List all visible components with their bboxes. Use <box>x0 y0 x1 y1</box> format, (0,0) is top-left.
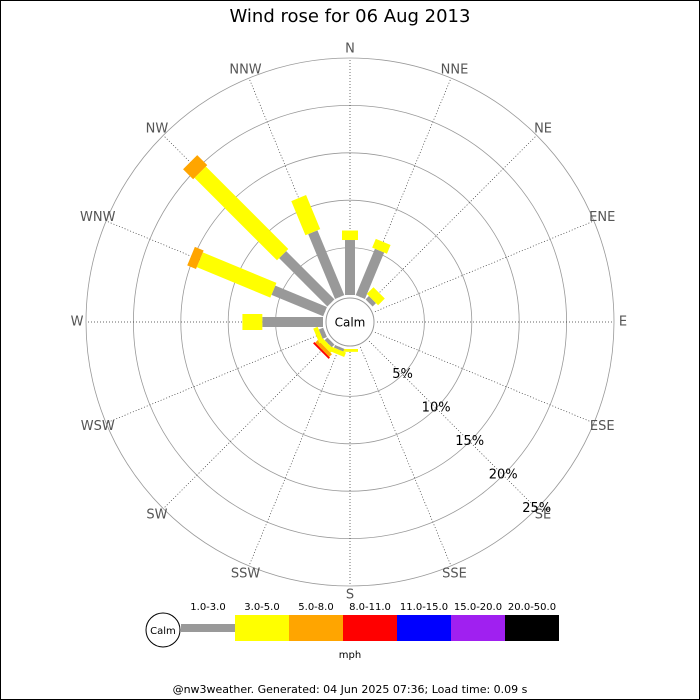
legend-swatch <box>181 624 235 632</box>
legend-label: 11.0-15.0 <box>400 602 448 613</box>
spoke <box>374 220 595 312</box>
direction-label: E <box>619 315 627 330</box>
legend-label: 8.0-11.0 <box>349 602 391 613</box>
legend-label: 1.0-3.0 <box>190 602 225 613</box>
legend-label: 15.0-20.0 <box>454 602 502 613</box>
bar-segment <box>291 195 321 236</box>
grid-ring <box>180 152 520 492</box>
legend-label: 5.0-8.0 <box>298 602 333 613</box>
spoke <box>368 340 537 509</box>
direction-label: WNW <box>80 210 116 225</box>
legend-swatch <box>235 615 289 641</box>
legend-label: 20.0-50.0 <box>508 602 556 613</box>
direction-label: SE <box>535 508 551 523</box>
spoke <box>105 332 326 424</box>
direction-label: ENE <box>589 210 615 225</box>
direction-label: NW <box>146 121 169 136</box>
bar-segment <box>308 230 345 299</box>
bar-segment <box>315 340 332 357</box>
bar-segment <box>187 246 204 270</box>
spoke <box>374 332 595 424</box>
spoke <box>368 135 537 304</box>
direction-label: ESE <box>590 419 615 434</box>
legend-swatch <box>397 615 451 641</box>
direction-label: NNE <box>441 62 469 77</box>
bar-segment <box>242 314 263 330</box>
direction-label: NE <box>534 121 552 136</box>
ring-label: 25% <box>522 501 551 516</box>
legend-swatch <box>505 615 559 641</box>
ring-label: 10% <box>422 401 451 416</box>
ring-label: 15% <box>455 434 484 449</box>
spoke <box>248 346 340 567</box>
direction-label: S <box>346 588 354 603</box>
bar-segment <box>333 345 345 352</box>
calm-circle <box>325 297 375 347</box>
direction-label: SW <box>146 508 167 523</box>
bar-segment <box>365 296 376 307</box>
legend-title: mph <box>339 650 361 661</box>
bar-segment <box>279 251 335 307</box>
bar-segment <box>262 317 324 327</box>
bar-segment <box>194 166 289 261</box>
bar-segment <box>271 285 327 317</box>
bar-segment <box>372 238 391 254</box>
bar-segment <box>345 240 355 295</box>
direction-label: W <box>71 315 84 330</box>
bar-segment <box>366 287 385 306</box>
direction-label: SSE <box>442 567 467 582</box>
bar-segment <box>355 248 385 299</box>
chart-title: Wind rose for 06 Aug 2013 <box>230 6 471 27</box>
legend-swatch <box>289 615 343 641</box>
legend-swatch <box>451 615 505 641</box>
calm-label: Calm <box>335 316 366 330</box>
bar-segment <box>318 327 327 339</box>
ring-label: 5% <box>392 367 413 382</box>
bar-segment <box>183 155 208 180</box>
direction-label: SSW <box>231 567 261 582</box>
bar-segment <box>196 252 277 298</box>
grid-ring <box>85 57 615 587</box>
legend-calm <box>145 612 181 648</box>
ring-label: 20% <box>489 468 518 483</box>
direction-label: WSW <box>81 419 115 434</box>
bar-segment <box>313 326 324 344</box>
direction-label: NNW <box>229 62 261 77</box>
spoke <box>163 340 332 509</box>
spoke <box>360 346 452 567</box>
direction-label: N <box>345 42 355 57</box>
grid-ring <box>227 199 473 445</box>
bar-segment <box>342 349 358 352</box>
legend-swatch <box>343 615 397 641</box>
legend-calm-label: Calm <box>150 626 176 637</box>
legend-label: 3.0-5.0 <box>244 602 279 613</box>
bar-segment <box>324 337 335 348</box>
footer: @nw3weather. Generated: 04 Jun 2025 07:3… <box>173 683 528 696</box>
bar-segment <box>313 342 330 359</box>
bar-segment <box>342 230 358 241</box>
